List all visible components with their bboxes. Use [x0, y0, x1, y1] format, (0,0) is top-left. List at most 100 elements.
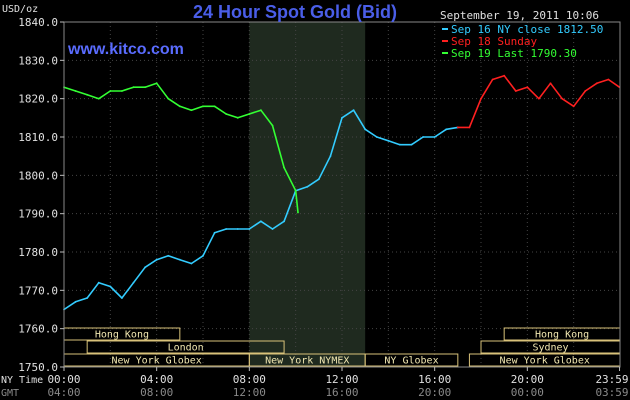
data-point: [260, 109, 262, 112]
session-label: Hong Kong: [535, 330, 589, 341]
series-line: [63, 82, 299, 213]
data-point: [132, 86, 135, 89]
x-tick-label-ny: 12:00: [325, 373, 358, 386]
data-point: [190, 262, 193, 265]
session-label: NY Globex: [384, 356, 438, 367]
data-point: [178, 258, 181, 261]
x-tick-label-ny: 00:00: [47, 373, 80, 386]
data-point: [584, 90, 587, 92]
data-point: [538, 97, 540, 100]
y-tick-label: 1770.0: [18, 284, 58, 297]
session-label: New York Globex: [112, 356, 202, 367]
data-point: [213, 105, 216, 108]
data-point: [329, 155, 332, 158]
data-point: [155, 258, 158, 261]
data-point: [480, 97, 482, 100]
x-tick-label-gmt: 16:00: [325, 386, 358, 399]
timestamp: September 19, 2011 10:06: [440, 9, 599, 22]
data-point: [549, 82, 552, 85]
data-point: [225, 228, 228, 230]
data-point: [97, 281, 100, 284]
data-point: [167, 97, 170, 100]
chart-title: 24 Hour Spot Gold (Bid): [193, 2, 397, 22]
data-point: [595, 82, 598, 85]
data-point: [97, 97, 100, 100]
data-point: [526, 86, 529, 89]
y-tick-label: 1840.0: [18, 16, 58, 29]
x-tick-label-gmt: 04:00: [47, 386, 80, 399]
ny-time-label: NY Time: [1, 375, 43, 386]
data-point: [283, 166, 285, 169]
data-point: [248, 228, 251, 230]
data-point: [167, 254, 170, 257]
data-point: [248, 113, 251, 115]
data-point: [283, 220, 285, 223]
x-tick-label-gmt: 20:00: [418, 386, 451, 399]
legend-entry: Sep 18 Sunday: [451, 35, 537, 48]
data-point: [74, 90, 77, 92]
x-axis-labels: NY TimeGMT00:0004:0004:0008:0008:0012:00…: [1, 367, 629, 399]
y-tick-label: 1790.0: [18, 208, 58, 221]
x-tick-label-ny: 04:00: [140, 373, 173, 386]
data-point: [190, 109, 193, 112]
y-tick-label: 1830.0: [18, 54, 58, 67]
x-tick-label-gmt: 00:00: [511, 386, 544, 399]
data-point: [236, 228, 239, 230]
session-bar: [364, 353, 459, 367]
data-point: [294, 189, 297, 192]
data-point: [445, 128, 448, 131]
x-tick-label-gmt: 12:00: [233, 386, 266, 399]
data-point: [236, 116, 239, 119]
data-point: [503, 74, 506, 77]
session-highlight-layer: [249, 22, 366, 367]
data-point: [375, 136, 378, 138]
data-point: [607, 78, 610, 81]
data-point: [468, 126, 471, 129]
data-point: [433, 136, 436, 138]
data-point: [213, 231, 216, 234]
data-point: [352, 109, 355, 112]
data-point: [109, 285, 112, 288]
data-point: [271, 124, 274, 127]
data-point: [387, 139, 390, 142]
data-point: [144, 266, 146, 269]
data-point: [399, 143, 401, 146]
x-tick-label-gmt: 08:00: [140, 386, 173, 399]
gmt-label: GMT: [1, 388, 19, 399]
data-point: [202, 254, 204, 257]
data-point: [456, 126, 459, 129]
data-point: [86, 93, 89, 96]
data-point: [317, 178, 320, 181]
data-point: [86, 297, 89, 299]
legend-entry: Sep 19 Last 1790.30: [451, 47, 577, 60]
data-point: [491, 78, 494, 81]
data-point: [144, 86, 146, 89]
data-point: [202, 105, 204, 108]
y-tick-label: 1800.0: [18, 169, 58, 182]
data-point: [109, 90, 112, 92]
x-tick-label-ny: 16:00: [418, 373, 451, 386]
data-point: [132, 281, 135, 284]
data-point: [121, 90, 123, 92]
data-point: [260, 220, 262, 223]
data-point: [561, 97, 563, 100]
data-point: [74, 300, 77, 303]
data-point: [572, 105, 575, 108]
x-tick-label-ny: 23:59: [595, 373, 628, 386]
y-tick-label: 1750.0: [18, 361, 58, 374]
x-tick-label-ny: 20:00: [511, 373, 544, 386]
data-point: [410, 143, 413, 146]
watermark-text: www.kitco.com: [67, 41, 184, 58]
legend-entry: Sep 16 NY close 1812.50: [451, 23, 603, 36]
data-point: [121, 297, 123, 299]
y-tick-label: 1780.0: [18, 246, 58, 259]
x-tick-label-ny: 08:00: [233, 373, 266, 386]
session-bars-layer: Hong Kong Hong Kong London Sydney New York G…: [63, 327, 621, 367]
y-axis-label: USD/oz: [2, 4, 38, 15]
session-label: Sydney: [532, 343, 568, 354]
data-point: [341, 116, 343, 119]
data-point: [178, 105, 181, 108]
data-point: [271, 228, 274, 230]
